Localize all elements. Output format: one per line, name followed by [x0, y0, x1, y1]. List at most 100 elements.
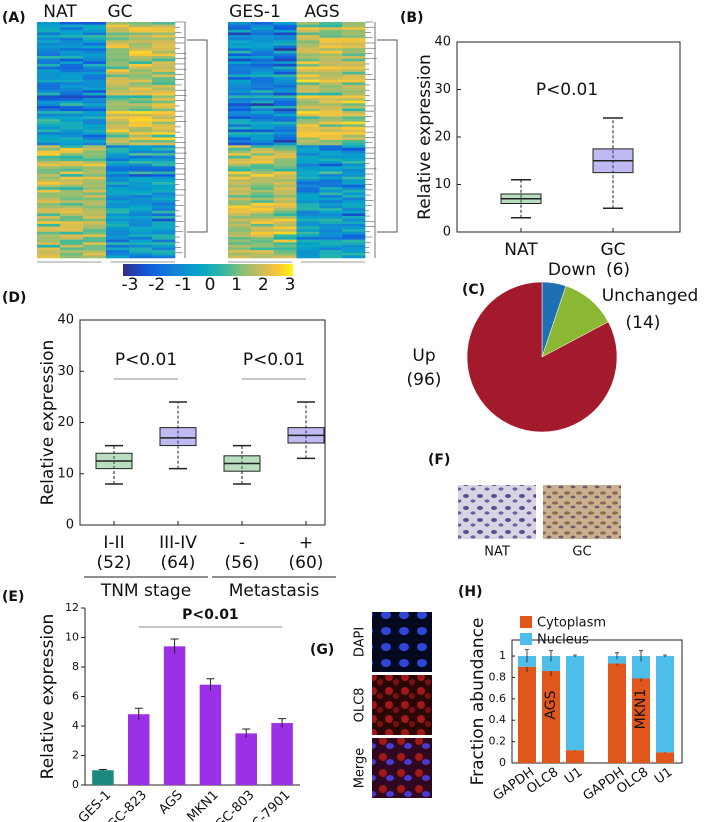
heatmap-texture: [83, 69, 107, 73]
heatmap-texture: [296, 255, 320, 259]
heatmap-texture: [106, 221, 130, 225]
heatmap-texture: [319, 216, 343, 219]
heatmap-texture: [273, 137, 297, 141]
heatmap-texture: [342, 58, 366, 62]
heatmap-texture: [83, 22, 107, 25]
heatmap-texture: [250, 105, 274, 109]
heatmap-texture: [83, 32, 107, 36]
heatmap-texture: [342, 45, 366, 49]
heatmap-texture: [83, 205, 107, 209]
heatmap-texture: [83, 252, 107, 256]
heatmap-texture: [319, 250, 343, 254]
heatmap-texture: [273, 40, 297, 44]
heatmap-texture: [152, 100, 176, 104]
legend-swatch: [520, 616, 532, 628]
heatmap-texture: [296, 108, 320, 112]
heatmap-texture: [83, 71, 107, 75]
heatmap-texture: [250, 82, 274, 86]
heatmap-texture: [83, 66, 107, 70]
heatmap-texture: [250, 174, 274, 178]
heatmap-texture: [296, 237, 320, 240]
heatmap-texture: [250, 29, 274, 33]
heatmap-texture: [273, 22, 297, 25]
heatmap-texture: [250, 242, 274, 246]
heatmap-texture: [152, 22, 176, 25]
heatmap-texture: [319, 119, 343, 122]
heatmap-texture: [296, 100, 320, 104]
heatmap-texture: [37, 124, 61, 128]
heatmap-texture: [296, 61, 320, 65]
heatmap-texture: [296, 71, 320, 75]
heatmap-texture: [319, 147, 343, 151]
column-label: GES-1: [229, 2, 281, 22]
heatmap-texture: [129, 71, 153, 75]
heatmap-texture: [83, 42, 107, 46]
heatmap-texture: [319, 179, 343, 183]
heatmap-texture: [106, 124, 130, 128]
x-tick-sublabel: (60): [289, 553, 324, 573]
heatmap-texture: [250, 95, 274, 99]
heatmap-texture: [319, 202, 343, 206]
heatmap-texture: [273, 132, 297, 136]
heatmap-texture: [106, 195, 130, 198]
bar-segment: [542, 656, 560, 672]
slice-value: (96): [407, 370, 442, 390]
heatmap-texture: [250, 181, 274, 185]
heatmap-texture: [273, 92, 297, 96]
heatmap-texture: [250, 45, 274, 49]
heatmap-texture: [83, 210, 107, 214]
colorbar-tick-label: 3: [285, 275, 296, 295]
heatmap-texture: [250, 155, 274, 159]
heatmap-texture: [83, 121, 107, 125]
heatmap-texture: [228, 216, 252, 219]
heatmap-texture: [250, 63, 274, 67]
heatmap-texture: [273, 234, 297, 238]
error-bar: [278, 718, 287, 728]
error-bar: [573, 654, 577, 658]
heatmap-texture: [273, 63, 297, 67]
heatmap-texture: [273, 202, 297, 206]
heatmap-texture: [273, 37, 297, 41]
heatmap-texture: [129, 250, 153, 254]
heatmap-texture: [152, 187, 176, 191]
heatmap-texture: [106, 32, 130, 36]
heatmap-texture: [273, 166, 297, 170]
heatmap-texture: [342, 205, 366, 209]
heatmap-texture: [342, 255, 366, 259]
box: [159, 427, 197, 447]
dendrogram: [377, 39, 398, 233]
heatmap-texture: [296, 242, 320, 246]
heatmap-texture: [342, 56, 366, 60]
heatmap-texture: [342, 116, 366, 120]
heatmap-texture: [129, 229, 153, 233]
heatmap-texture: [250, 40, 274, 44]
heatmap-texture: [129, 126, 153, 130]
heatmap-texture: [37, 50, 61, 54]
heatmap-texture: [152, 32, 176, 36]
heatmap-texture: [296, 229, 320, 233]
bar: [163, 646, 186, 785]
heatmap-texture: [228, 252, 252, 256]
image-label: NAT: [484, 545, 510, 560]
heatmap-texture: [106, 216, 130, 219]
heatmap-texture: [250, 213, 274, 217]
heatmap-texture: [342, 32, 366, 36]
heatmap-texture: [250, 195, 274, 198]
heatmap-texture: [129, 37, 153, 41]
heatmap-texture: [250, 61, 274, 65]
heatmap-texture: [228, 66, 252, 70]
heatmap-texture: [83, 216, 107, 219]
heatmap-texture: [83, 108, 107, 112]
heatmap-texture: [273, 32, 297, 36]
heatmap-texture: [273, 126, 297, 130]
heatmap-texture: [60, 92, 84, 96]
heatmap-texture: [106, 158, 130, 162]
heatmap-texture: [319, 239, 343, 243]
heatmap-texture: [129, 69, 153, 73]
heatmap-texture: [273, 108, 297, 112]
heatmap-texture: [129, 202, 153, 206]
heatmap-texture: [273, 150, 297, 154]
heatmap-texture: [106, 90, 130, 94]
heatmap-texture: [106, 61, 130, 65]
heatmap-texture: [152, 189, 176, 193]
